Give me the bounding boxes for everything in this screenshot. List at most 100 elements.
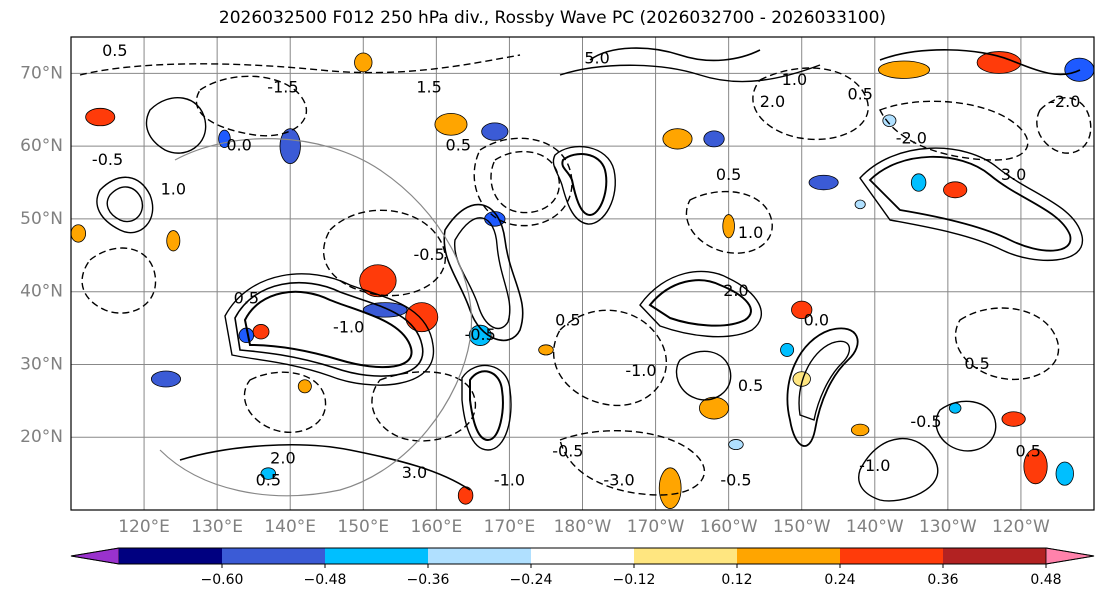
colorbar-tick-label: 0.48 (1030, 572, 1061, 588)
contour-label: 0.0 (226, 136, 251, 155)
contour-label: -1.0 (333, 318, 364, 337)
contour-label: 1.0 (782, 70, 807, 89)
divergence-patch (434, 113, 468, 136)
contour-line (454, 217, 511, 330)
colorbar-segment (222, 548, 326, 564)
colorbar-outline (70, 547, 1095, 565)
colorbar-tick-label: −0.60 (201, 572, 244, 588)
lon-tick-label: 170°W (627, 517, 685, 537)
contour-label: 0.5 (716, 165, 741, 184)
divergence-patch (910, 173, 927, 192)
contour-line (461, 364, 512, 451)
divergence-patch (279, 128, 301, 165)
contour-label: -1.5 (267, 77, 298, 96)
lon-tick-label: 120°W (992, 517, 1050, 537)
divergence-patch (699, 396, 730, 420)
contour-label: -0.5 (413, 245, 444, 264)
divergence-patch (703, 130, 725, 148)
contour-line (879, 49, 1081, 76)
contour-label: -3.0 (603, 470, 634, 489)
colorbar-tick-label: −0.12 (613, 572, 656, 588)
contour-line-negative (371, 371, 476, 442)
divergence-patch (943, 181, 968, 199)
contour-line-negative (323, 209, 446, 297)
colorbar-segment (428, 548, 532, 564)
contour-label: -1.0 (625, 361, 656, 380)
divergence-patch (780, 342, 795, 357)
contour-label: 0.5 (256, 470, 281, 489)
lat-tick-label: 20°N (20, 427, 63, 447)
contour-line (935, 400, 997, 452)
divergence-patch (481, 122, 509, 141)
contour-label: 0.5 (446, 136, 471, 155)
divergence-patch (808, 174, 839, 191)
map-frame (70, 36, 1095, 511)
lon-tick-label: 160°W (700, 517, 758, 537)
lat-tick-label: 30°N (20, 354, 63, 374)
lat-tick-label: 60°N (20, 136, 63, 156)
lat-tick-label: 50°N (20, 209, 63, 229)
contour-line (559, 64, 821, 83)
contour-line (859, 147, 1083, 261)
contour-line (443, 203, 524, 342)
contour-line (96, 176, 154, 234)
contour-label: -0.5 (92, 150, 123, 169)
divergence-patch (166, 230, 181, 252)
contour-line-negative (685, 190, 773, 254)
colorbar-tick-label: −0.24 (510, 572, 553, 588)
colorbar-extend-high (1045, 547, 1095, 565)
contour-label: 0.5 (234, 288, 259, 307)
divergence-patch (252, 324, 270, 340)
contour-line-negative (752, 67, 869, 140)
contour-line (234, 281, 424, 377)
contour-line-negative (81, 247, 157, 314)
divergence-patch (728, 439, 744, 451)
contour-label: 0.5 (555, 310, 580, 329)
divergence-patch (722, 214, 735, 239)
contour-line (589, 47, 761, 62)
divergence-patch (948, 402, 962, 414)
contour-label: 0.5 (102, 41, 127, 60)
divergence-patch (71, 224, 87, 243)
contour-label: -1.0 (859, 456, 890, 475)
lon-tick-label: 130°W (919, 517, 977, 537)
contour-label: 0.5 (964, 354, 989, 373)
lon-tick-label: 140°E (264, 517, 316, 537)
lon-tick-label: 140°W (846, 517, 904, 537)
contour-line (224, 273, 434, 386)
lon-tick-label: 160°E (411, 517, 463, 537)
contour-line-negative (879, 100, 1029, 161)
colorbar-tick-label: −0.36 (407, 572, 450, 588)
divergence-patch (538, 344, 554, 356)
lon-tick-label: 180°W (554, 517, 612, 537)
colorbar-extend-low (70, 547, 120, 565)
divergence-patch (457, 486, 474, 505)
colorbar-tick-label: 0.24 (824, 572, 855, 588)
contour-label: 2.0 (270, 449, 295, 468)
lon-tick-label: 150°E (337, 517, 389, 537)
graticule (71, 37, 1094, 510)
lon-tick-label: 170°E (484, 517, 536, 537)
lon-tick-label: 120°E (118, 517, 170, 537)
colorbar-segment (943, 548, 1047, 564)
divergence-patch (359, 264, 397, 298)
divergence-patch (405, 302, 439, 333)
divergence-patch (354, 52, 373, 73)
map-title: 2026032500 F012 250 hPa div., Rossby Wav… (218, 8, 887, 28)
colorbar-segment (634, 548, 738, 564)
divergence-patch (1023, 448, 1048, 485)
contour-line-negative (954, 307, 1060, 380)
divergence-patch (854, 199, 866, 210)
contour-label: 5.0 (584, 48, 609, 67)
contour-label: 1.5 (416, 77, 441, 96)
contour-line-negative (243, 371, 327, 434)
contour-label: -0.5 (910, 412, 941, 431)
contour-label: 1.0 (738, 223, 763, 242)
contour-line-negative (553, 309, 667, 407)
colorbar-segment (119, 548, 223, 564)
contour-line (868, 155, 1072, 252)
contour-line (561, 153, 608, 217)
colorbar-tick-label: 0.12 (721, 572, 752, 588)
divergence-patch (976, 51, 1022, 74)
